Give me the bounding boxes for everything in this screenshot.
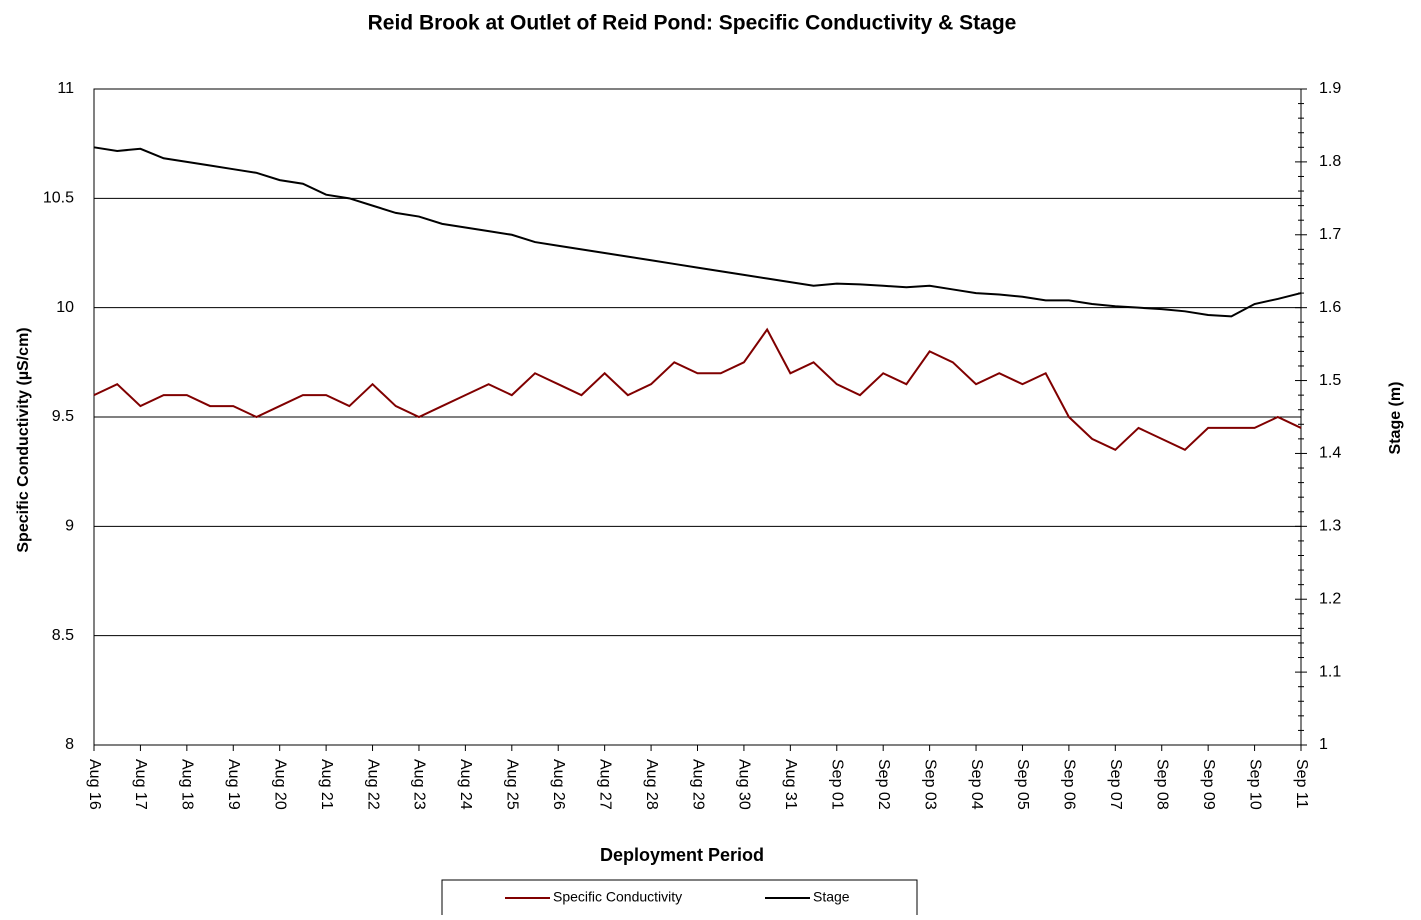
x-tick-label: Aug 24 (457, 759, 474, 810)
y-tick-label: 9 (65, 518, 74, 535)
series-line (93, 327, 1302, 451)
x-tick-label: Sep 10 (1246, 759, 1263, 810)
y2-tick-label: 1.3 (1319, 518, 1341, 535)
x-tick-label: Aug 22 (364, 759, 381, 810)
y2-tick-label: 1.8 (1319, 153, 1341, 170)
y2-axis-label: Stage (m) (1387, 382, 1404, 455)
y2-tick-label: 1.7 (1319, 226, 1341, 243)
y2-tick-label: 1.2 (1319, 590, 1341, 607)
x-tick-label: Sep 06 (1061, 759, 1078, 810)
x-tick-label: Aug 28 (643, 759, 660, 810)
legend-box (441, 879, 918, 920)
y-tick-label: 10.5 (43, 190, 74, 207)
x-axis-label: Deployment Period (600, 845, 764, 865)
y2-tick-label: 1.1 (1319, 663, 1341, 680)
x-tick-label: Sep 04 (968, 759, 985, 810)
x-tick-label: Aug 20 (271, 759, 288, 810)
x-tick-label: Sep 11 (1293, 759, 1310, 809)
y2-tick-label: 1.9 (1319, 80, 1341, 97)
x-tick-label: Sep 07 (1107, 759, 1124, 810)
x-tick-label: Aug 16 (86, 759, 103, 810)
x-tick-label: Aug 27 (596, 759, 613, 810)
y-tick-label: 8 (65, 736, 74, 753)
x-tick-label: Sep 02 (875, 759, 892, 810)
series-line (93, 146, 1302, 318)
x-tick-label: Aug 19 (225, 759, 242, 810)
x-tick-label: Sep 08 (1153, 759, 1170, 810)
x-tick-label: Aug 30 (736, 759, 753, 810)
plot-frame (93, 88, 1302, 746)
y2-tick-label: 1 (1319, 736, 1328, 753)
chart-title: Reid Brook at Outlet of Reid Pond: Speci… (368, 12, 1017, 35)
y2-tick-label: 1.6 (1319, 299, 1341, 316)
y2-tick-label: 1.5 (1319, 372, 1341, 389)
y-tick-label: 9.5 (52, 408, 74, 425)
x-tick-label: Aug 29 (689, 759, 706, 810)
x-tick-label: Sep 09 (1200, 759, 1217, 810)
x-tick-label: Sep 01 (829, 759, 846, 810)
x-tick-label: Sep 03 (921, 759, 938, 810)
x-tick-label: Aug 18 (179, 759, 196, 810)
legend-label: Stage (813, 889, 850, 905)
y-tick-label: 11 (57, 80, 74, 97)
y-axis-label: Specific Conductivity (µS/cm) (15, 327, 32, 552)
x-tick-label: Aug 23 (411, 759, 428, 810)
x-tick-label: Aug 25 (504, 759, 521, 810)
x-tick-label: Sep 05 (1014, 759, 1031, 810)
y2-tick-label: 1.4 (1319, 445, 1341, 462)
y-tick-label: 10 (56, 299, 74, 316)
x-tick-label: Aug 21 (318, 759, 335, 810)
y-tick-label: 8.5 (52, 627, 74, 644)
x-tick-label: Aug 17 (132, 759, 149, 810)
legend-label: Specific Conductivity (553, 889, 682, 905)
x-tick-label: Aug 31 (782, 759, 799, 810)
x-tick-label: Aug 26 (550, 759, 567, 810)
